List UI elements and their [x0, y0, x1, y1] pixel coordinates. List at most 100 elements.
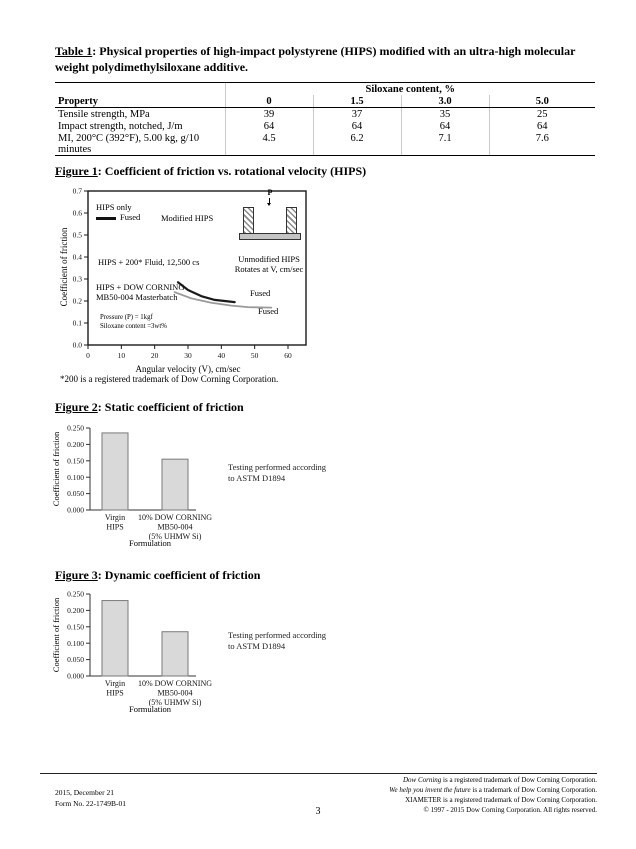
figure1-footnote: *200 is a registered trademark of Dow Co…	[60, 374, 279, 384]
figure1-line-chart-svg: 0.0 0.1 0.2 0.3 0.4 0.5 0.6 0.7 0 10 20 30 40 50 60	[73, 187, 307, 360]
fused-label-1: Fused	[250, 288, 271, 298]
svg-text:0.200: 0.200	[67, 606, 84, 615]
figure3-caption-text: : Dynamic coefficient of friction	[97, 568, 261, 582]
figure1-chart: 0.0 0.1 0.2 0.3 0.4 0.5 0.6 0.7 0 10 20 30 40 50 60 Co…	[58, 186, 338, 391]
pressure-p-label: P	[267, 188, 273, 197]
figure3-chart: 0.000 0.050 0.100 0.150 0.200 0.250 Virgin HIPS…	[50, 588, 410, 738]
column-header: 5.0	[488, 95, 596, 108]
trademark-term: Dow Corning	[402, 776, 442, 784]
svg-text:0.0: 0.0	[73, 341, 83, 350]
svg-text:0.050: 0.050	[67, 489, 84, 498]
fluid-series-label: HIPS + 200* Fluid, 12,500 cs	[98, 257, 200, 267]
svg-text:0.4: 0.4	[73, 253, 83, 262]
table1-caption-label: Table 1	[55, 44, 93, 58]
svg-text:0.2: 0.2	[73, 297, 83, 306]
copyright-line: © 1997 - 2015 Dow Corning Corporation. A…	[423, 805, 598, 814]
figure3-testing-note: Testing performed according to ASTM D189…	[228, 630, 327, 652]
table-cell: 64	[224, 120, 313, 132]
figure2-x-axis-label: Formulation	[128, 538, 172, 548]
figure2-caption: Figure 2: Static coefficient of friction	[55, 400, 603, 416]
footer-left: 2015, December 21 Form No. 22-1749B-01	[55, 788, 126, 809]
table-cell: 37	[312, 107, 401, 120]
svg-text:0.250: 0.250	[67, 590, 84, 599]
table-row: Impact strength, notched, J/m 64 64 64 6…	[55, 120, 596, 132]
properties-table: Siloxane content, % Property 0 1.5 3.0 5…	[55, 82, 596, 156]
table-row: Tensile strength, MPa 39 37 35 25	[55, 107, 596, 120]
modified-hips-label: Modified HIPS	[161, 213, 214, 223]
svg-text:0: 0	[86, 351, 90, 360]
figure3-y-axis-label: Coefficient of friction	[51, 597, 61, 673]
table-row: MI, 200°C (392°F), 5.00 kg, g/10 minutes…	[55, 132, 596, 156]
column-header: 1.5	[312, 95, 401, 108]
svg-text:60: 60	[284, 351, 292, 360]
figure1-x-axis-label: Angular velocity (V), cm/sec	[135, 364, 241, 374]
masterbatch-series-label: HIPS + DOW CORNING MB50-004 Masterbatch	[96, 282, 185, 303]
footer-form-number: Form No. 22-1749B-01	[55, 798, 127, 808]
svg-text:0.000: 0.000	[67, 672, 84, 681]
table-cell: Tensile strength, MPa	[58, 108, 150, 120]
table-cell: 7.6	[488, 132, 596, 156]
table-cell: 6.2	[312, 132, 401, 156]
table-header-row: Property 0 1.5 3.0 5.0	[55, 95, 596, 108]
unmodified-hips-label: Unmodified HIPS Rotates at V, cm/sec	[234, 254, 304, 275]
trademark-line: XIAMETER is a registered trademark of Do…	[405, 795, 597, 804]
fused-label-2: Fused	[258, 306, 279, 316]
svg-text:30: 30	[184, 351, 192, 360]
figure1-caption-text: : Coefficient of friction vs. rotational…	[97, 164, 367, 178]
figure3-bar-chart-svg: 0.000 0.050 0.100 0.150 0.200 0.250 Virgin HIPS…	[67, 590, 212, 707]
table1-caption-text: : Physical properties of high-impact pol…	[55, 44, 576, 74]
trademark-line: We help you invent the future is a trade…	[389, 785, 597, 794]
column-header: 0	[224, 95, 313, 108]
figure2-bar-chart-svg: 0.000 0.050 0.100 0.150 0.200 0.250 Virgin HIPS…	[67, 424, 212, 541]
table-cell: Impact strength, notched, J/m	[58, 120, 183, 132]
svg-text:0.7: 0.7	[73, 187, 83, 196]
footer-trademarks: Dow Corning is a registered trademark of…	[389, 776, 597, 816]
figure1-legend: HIPS only Fused	[96, 202, 140, 222]
modified-hips-wall-left	[243, 207, 254, 234]
figure1-caption: Figure 1: Coefficient of friction vs. ro…	[55, 164, 603, 180]
table-cell: 7.1	[400, 132, 489, 156]
column-header: 3.0	[400, 95, 489, 108]
figure3-caption-label: Figure 3	[55, 568, 98, 582]
svg-text:0.250: 0.250	[67, 424, 84, 433]
legend-line-swatch	[96, 216, 116, 220]
modified-hips-wall-right	[286, 207, 297, 234]
pressure-arrow	[269, 198, 270, 203]
svg-text:0.1: 0.1	[73, 319, 83, 328]
legend-state-label: Fused	[120, 212, 141, 223]
figure1-caption-label: Figure 1	[55, 164, 98, 178]
svg-text:0.100: 0.100	[67, 639, 84, 648]
figure2-caption-text: : Static coefficient of friction	[97, 400, 244, 414]
svg-text:0.150: 0.150	[67, 456, 84, 465]
svg-text:50: 50	[251, 351, 259, 360]
test-setup-diagram: P	[239, 188, 301, 252]
svg-text:0.6: 0.6	[73, 209, 83, 218]
table-cell: 39	[224, 107, 313, 120]
trademark-line: Dow Corning is a registered trademark of…	[402, 776, 597, 784]
figure1-y-axis-label: Coefficient of friction	[59, 227, 69, 307]
footer-divider	[40, 773, 597, 774]
table-cell: 25	[488, 107, 596, 120]
legend-series-name: HIPS only	[96, 202, 132, 212]
figure2-y-axis-label: Coefficient of friction	[51, 431, 61, 507]
table-cell: 35	[400, 107, 489, 120]
trademark-term: We help you invent the future	[389, 785, 471, 794]
svg-text:10: 10	[118, 351, 126, 360]
figure3-x-axis-label: Formulation	[128, 704, 172, 714]
table-cell: 64	[400, 120, 489, 132]
figure2-caption-label: Figure 2	[55, 400, 98, 414]
table-cell: 4.5	[224, 132, 313, 156]
column-header: Property	[55, 95, 225, 108]
table-group-header-row: Siloxane content, %	[55, 82, 596, 95]
figure2-chart: 0.000 0.050 0.100 0.150 0.200 0.250 Virgin HIPS…	[50, 422, 410, 572]
unmodified-hips-base	[239, 233, 301, 240]
footer-date: 2015, December 21	[55, 788, 114, 797]
test-conditions-note: Pressure (P) = 1kgf Siloxane content =3w…	[100, 314, 167, 330]
table1-caption: Table 1: Physical properties of high-imp…	[55, 44, 603, 75]
table-group-header: Siloxane content, %	[224, 82, 596, 95]
